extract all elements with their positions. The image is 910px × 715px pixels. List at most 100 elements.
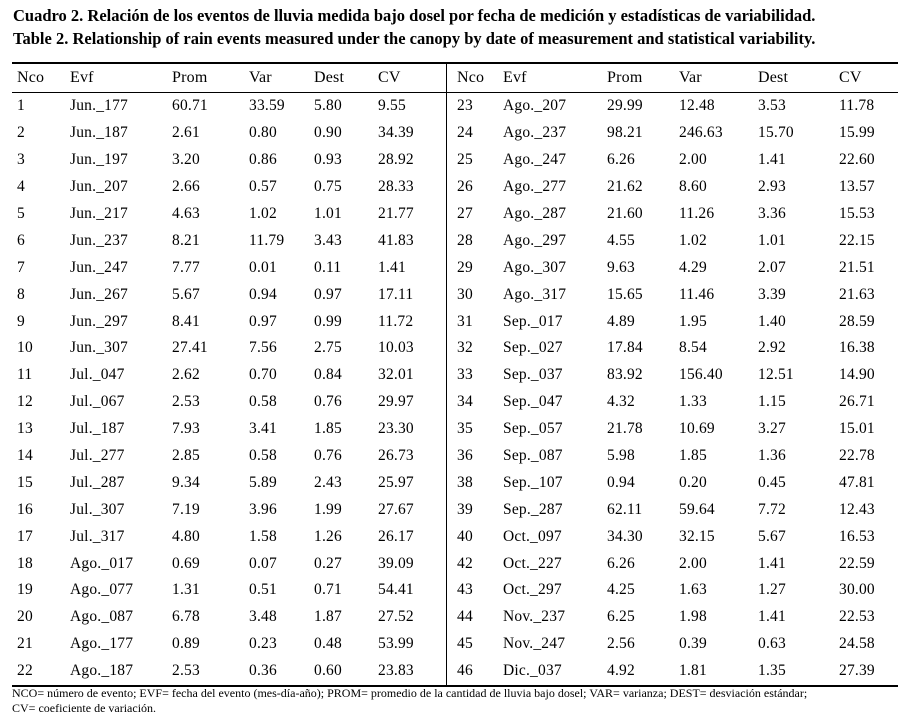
table-cell-nco: 31	[457, 312, 473, 330]
table-cell-cv: 16.53	[839, 527, 875, 545]
table-cell-var: 0.94	[249, 285, 277, 303]
table-cell-dest: 1.01	[314, 205, 342, 222]
table-cell-var: 8.54	[679, 339, 707, 357]
table-cell-dest: 1.01	[758, 231, 786, 249]
table-row: 23 Ago._207 29.99 12.48 3.53 11.78	[447, 93, 898, 120]
table-cell-nco: 1	[17, 97, 25, 115]
table-cell-dest: 3.36	[758, 205, 786, 222]
table-cell-evf: Jul._287	[70, 473, 125, 491]
col-header-dest: Dest	[758, 69, 789, 86]
table-row: 1 Jun._177 60.71 33.59 5.80 9.55	[12, 93, 446, 120]
col-header-cv: CV	[378, 69, 401, 86]
table-cell-cv: 30.00	[839, 581, 875, 599]
table-cell-var: 12.48	[679, 97, 715, 115]
table-cell-nco: 2	[17, 124, 25, 142]
table-row: 24 Ago._237 98.21 246.63 15.70 15.99	[447, 120, 898, 147]
table-cell-prom: 1.31	[172, 581, 200, 599]
table-cell-dest: 1.87	[314, 608, 342, 626]
table-cell-var: 3.41	[249, 420, 277, 438]
table-cell-var: 1.58	[249, 527, 277, 545]
table-cell-var: 4.29	[679, 258, 707, 276]
table-cell-evf: Jun._297	[70, 312, 129, 330]
table-cell-cv: 15.99	[839, 124, 875, 142]
table-cell-prom: 4.25	[607, 581, 635, 599]
table-cell-dest: 0.45	[758, 473, 786, 491]
table-cell-nco: 11	[17, 366, 33, 384]
table-cell-cv: 15.53	[839, 205, 875, 222]
table-cell-var: 2.00	[679, 151, 707, 169]
col-header-nco: Nco	[457, 69, 485, 86]
table-cell-dest: 3.39	[758, 285, 786, 303]
table-cell-prom: 9.63	[607, 258, 635, 276]
table-cell-dest: 0.84	[314, 366, 342, 384]
table-cell-cv: 53.99	[378, 635, 414, 653]
table-cell-var: 0.07	[249, 554, 277, 572]
table-cell-prom: 21.62	[607, 178, 643, 196]
table-cell-prom: 3.20	[172, 151, 200, 169]
table-cell-evf: Ago._207	[503, 97, 567, 115]
table-cell-nco: 16	[17, 500, 33, 518]
table-cell-cv: 22.59	[839, 554, 875, 572]
table-cell-cv: 28.33	[378, 178, 414, 196]
table-cell-var: 1.02	[249, 205, 277, 222]
table-cell-var: 0.57	[249, 178, 277, 196]
table-row: 19 Ago._077 1.31 0.51 0.71 54.41	[12, 577, 446, 604]
col-header-prom: Prom	[607, 69, 643, 86]
col-header-nco: Nco	[17, 69, 45, 86]
table-cell-nco: 20	[17, 608, 33, 626]
table-cell-cv: 23.30	[378, 420, 414, 438]
table-cell-nco: 19	[17, 581, 33, 599]
table-cell-nco: 13	[17, 420, 33, 438]
table-cell-evf: Jun._197	[70, 151, 129, 169]
table-row: 22 Ago._187 2.53 0.36 0.60 23.83	[12, 658, 446, 685]
table-cell-dest: 0.27	[314, 554, 342, 572]
table-cell-var: 1.85	[679, 447, 707, 465]
table-cell-prom: 5.98	[607, 447, 635, 465]
table-cell-nco: 3	[17, 151, 25, 169]
table-cell-dest: 1.15	[758, 393, 786, 411]
table-cell-prom: 4.80	[172, 527, 200, 545]
table-cell-evf: Sep._017	[503, 312, 563, 330]
table-cell-evf: Jul._067	[70, 393, 125, 411]
table-row: 7 Jun._247 7.77 0.01 0.11 1.41	[12, 254, 446, 281]
table-cell-nco: 12	[17, 393, 33, 411]
table-cell-dest: 1.99	[314, 500, 342, 518]
table-cell-dest: 12.51	[758, 366, 794, 384]
table-cell-cv: 54.41	[378, 581, 414, 599]
table-cell-nco: 29	[457, 258, 473, 276]
caption-english: Table 2. Relationship of rain events mea…	[13, 29, 816, 48]
table-cell-nco: 18	[17, 554, 33, 572]
footnote-line: NCO= número de evento; EVF= fecha del ev…	[12, 686, 808, 700]
table-cell-prom: 27.41	[172, 339, 208, 357]
table-cell-dest: 1.27	[758, 581, 786, 599]
table-cell-cv: 11.78	[839, 97, 875, 115]
data-table: Nco Evf Prom Var Dest CV 1 Jun._177 60.7…	[12, 62, 898, 687]
table-header-row: Nco Evf Prom Var Dest CV	[12, 64, 446, 93]
table-row: 6 Jun._237 8.21 11.79 3.43 41.83	[12, 227, 446, 254]
table-cell-cv: 11.72	[378, 312, 414, 330]
table-cell-dest: 0.11	[314, 258, 342, 276]
table-row: 35 Sep._057 21.78 10.69 3.27 15.01	[447, 416, 898, 443]
table-cell-var: 59.64	[679, 500, 715, 518]
table-cell-dest: 0.76	[314, 447, 342, 465]
table-cell-nco: 38	[457, 473, 473, 491]
table-cell-cv: 21.63	[839, 285, 875, 303]
table-cell-nco: 27	[457, 205, 473, 222]
table-row: 2 Jun._187 2.61 0.80 0.90 34.39	[12, 120, 446, 147]
table-cell-var: 5.89	[249, 473, 277, 491]
table-cell-cv: 47.81	[839, 473, 875, 491]
table-cell-dest: 5.67	[758, 527, 786, 545]
table-cell-dest: 0.63	[758, 635, 786, 653]
table-row: 20 Ago._087 6.78 3.48 1.87 27.52	[12, 604, 446, 631]
table-cell-prom: 6.26	[607, 554, 635, 572]
table-cell-prom: 2.66	[172, 178, 200, 196]
table-cell-nco: 35	[457, 420, 473, 438]
table-cell-cv: 16.38	[839, 339, 875, 357]
table-cell-nco: 21	[17, 635, 33, 653]
table-cell-nco: 34	[457, 393, 473, 411]
table-cell-evf: Jun._267	[70, 285, 129, 303]
table-header-row: Nco Evf Prom Var Dest CV	[447, 64, 898, 93]
table-cell-cv: 32.01	[378, 366, 414, 384]
table-cell-prom: 34.30	[607, 527, 643, 545]
table-cell-var: 0.39	[679, 635, 707, 653]
